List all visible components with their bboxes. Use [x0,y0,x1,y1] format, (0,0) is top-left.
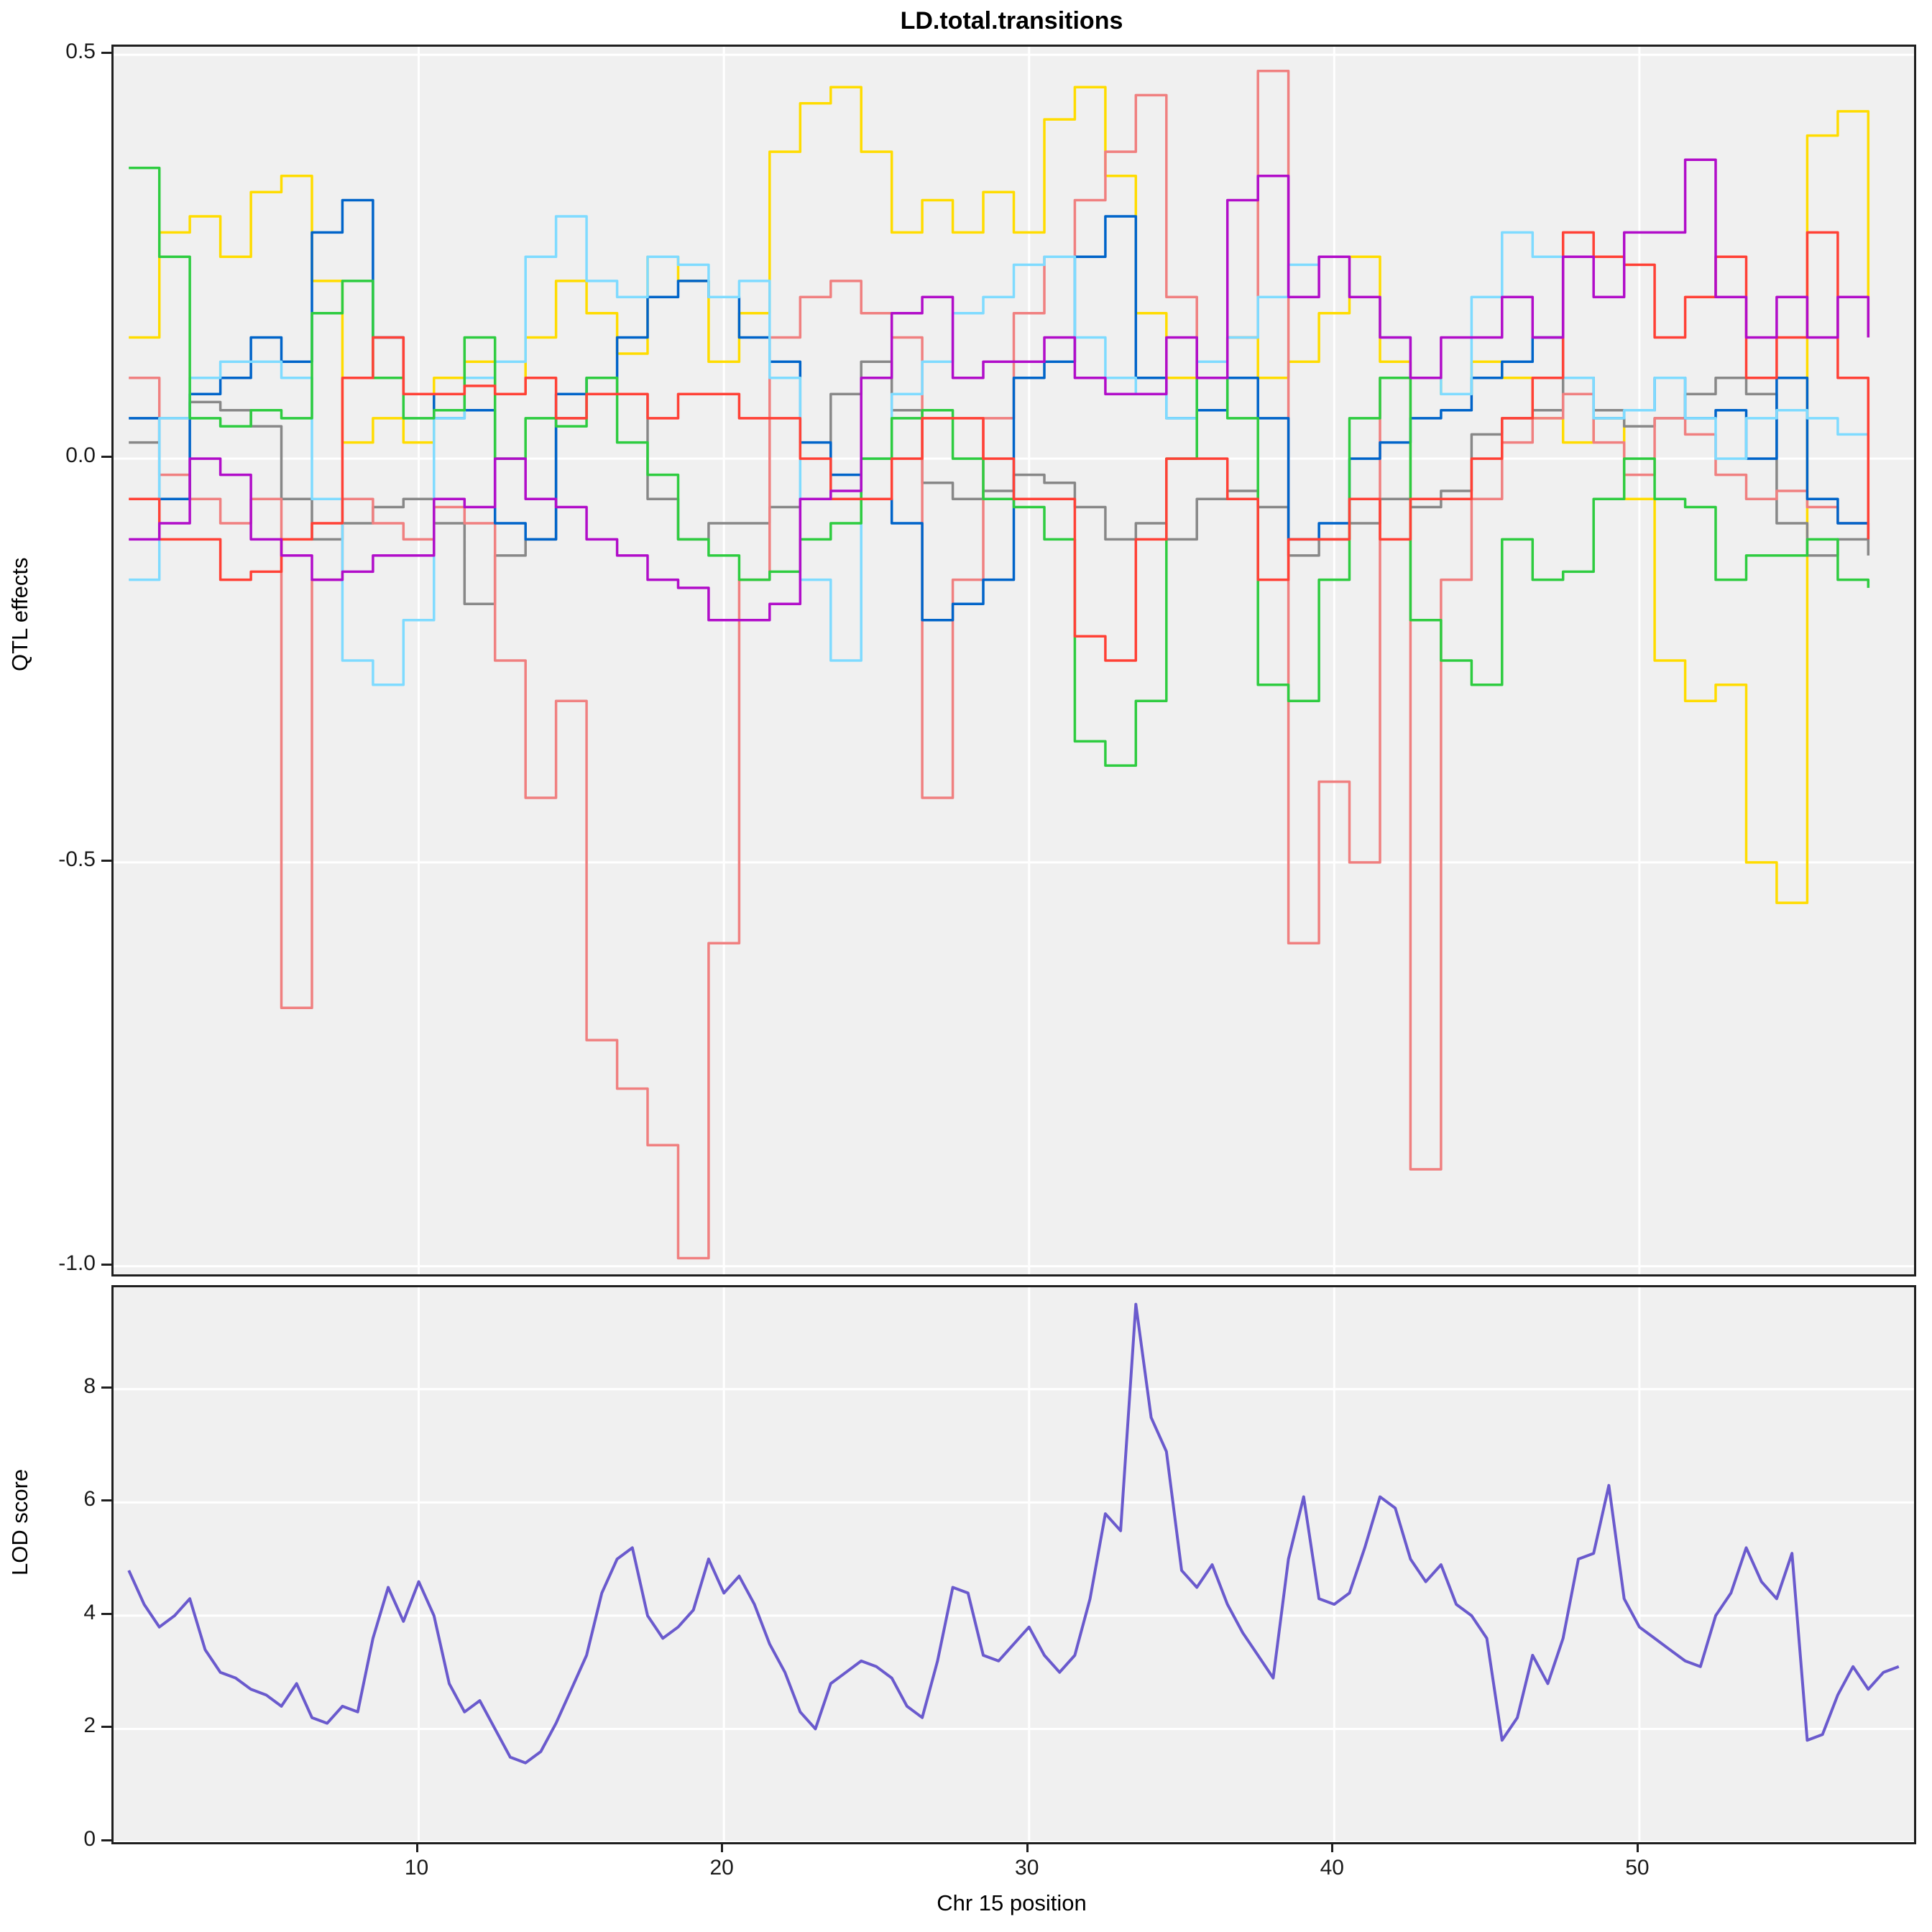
x-axis-label: Chr 15 position [937,1890,1087,1915]
x-tick-mark [1026,1842,1029,1852]
y-tick-mark [101,1839,111,1841]
y-tick-label: 0.0 [65,443,96,468]
series-line-yellow [129,86,1870,904]
y-tick-mark [101,1726,111,1729]
x-tick-mark [1636,1842,1639,1852]
x-tick-mark [415,1842,418,1852]
chart-title: LD.total.transitions [900,7,1123,34]
y-axis-label-qtl-effects: QTL effects [7,557,32,671]
y-tick-mark [101,1499,111,1502]
y-tick-mark [101,859,111,862]
y-tick-mark [101,1386,111,1389]
x-tick-label: 20 [709,1856,734,1880]
x-tick-label: 10 [404,1856,429,1880]
y-tick-label: -1.0 [58,1251,96,1275]
y-tick-label: 8 [83,1374,96,1398]
x-tick-label: 40 [1320,1856,1344,1880]
y-tick-label: 4 [83,1600,96,1624]
y-tick-mark [101,1612,111,1615]
y-tick-mark [101,456,111,459]
lod-plot [111,1285,1916,1844]
series-line-pink [129,69,1870,1260]
x-tick-label: 30 [1015,1856,1039,1880]
series-line-green [129,166,1870,767]
y-tick-mark [101,52,111,55]
y-tick-label: 2 [83,1714,96,1738]
x-tick-mark [721,1842,724,1852]
x-tick-label: 50 [1625,1856,1650,1880]
x-tick-mark [1331,1842,1334,1852]
y-tick-mark [101,1263,111,1266]
series-line-lightblue [129,215,1870,686]
y-axis-label-lod-score: LOD score [7,1468,32,1576]
y-tick-label: 0 [83,1827,96,1851]
series-line-purple [129,158,1870,622]
series-line-gray [129,360,1870,606]
series-line-lod [127,1302,1900,1765]
qtl-effects-plot [111,45,1916,1276]
series-line-red [129,231,1870,662]
y-tick-label: 0.5 [65,40,96,64]
y-tick-label: 6 [83,1487,96,1512]
y-tick-label: -0.5 [58,847,96,871]
